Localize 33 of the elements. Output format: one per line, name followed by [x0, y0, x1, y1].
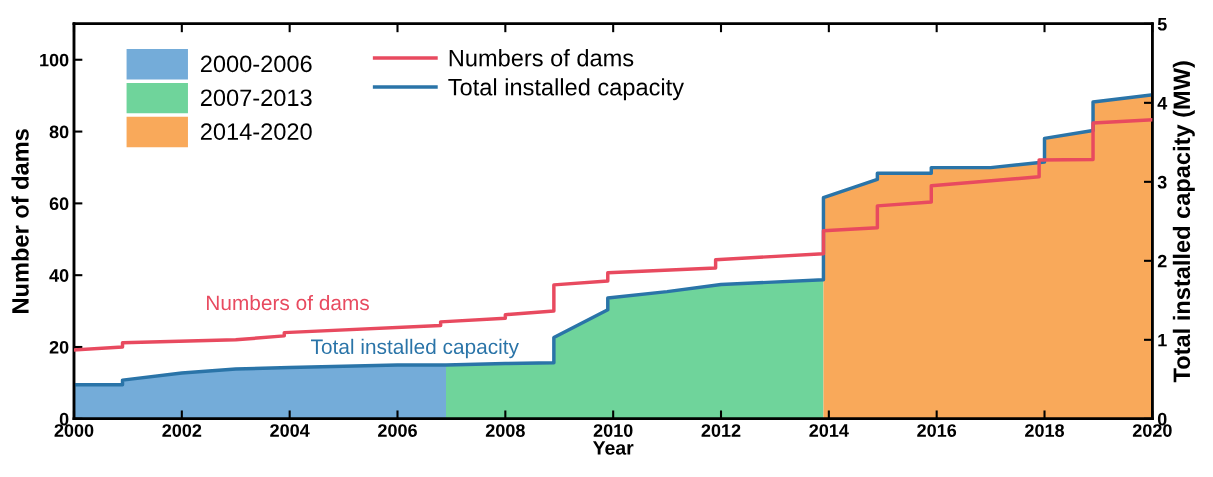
x-tick-label: 2016 [917, 424, 957, 437]
x-tick-label: 2018 [1025, 424, 1065, 437]
x-tick-label: 2004 [270, 424, 310, 437]
legend-label: 2000-2006 [200, 55, 312, 73]
x-tick-label: 2000 [54, 424, 94, 437]
legend-label: 2014-2020 [200, 123, 312, 140]
y-tick-label: 80 [49, 125, 69, 139]
y2-axis-title: Total installed capacity (MW) [1172, 61, 1195, 383]
y-tick-label: 100 [40, 53, 69, 67]
y-tick-label: 40 [49, 269, 69, 282]
x-tick-label: 2008 [485, 424, 525, 437]
x-tick-label: 2002 [162, 424, 202, 437]
annotation: Total installed capacity [311, 338, 519, 359]
legend-label: 2007-2013 [200, 89, 312, 107]
y-axis-title: Number of dams [11, 129, 29, 313]
annotation: Numbers of dams [207, 294, 369, 311]
y2-tick-label: 0 [1157, 412, 1167, 426]
x-tick-label: 2020 [1132, 424, 1172, 437]
y2-tick-label: 1 [1158, 333, 1167, 347]
y2-tick-label: 2 [1157, 254, 1167, 268]
y-tick-label: 60 [49, 197, 69, 211]
x-tick-label: 2010 [593, 424, 633, 437]
y-tick-label: 0 [59, 412, 69, 426]
legend-label: Total installed capacity [448, 78, 684, 101]
y-tick-label: 20 [49, 340, 69, 354]
x-tick-label: 2012 [701, 424, 741, 437]
y2-tick-label: 3 [1157, 175, 1167, 189]
x-axis-title: Year [592, 441, 634, 455]
y2-tick-label: 4 [1157, 96, 1168, 110]
legend-label: Numbers of dams [449, 49, 634, 67]
x-tick-label: 2006 [378, 424, 417, 437]
x-tick-label: 2014 [809, 424, 849, 437]
y2-tick-label: 5 [1157, 17, 1167, 31]
